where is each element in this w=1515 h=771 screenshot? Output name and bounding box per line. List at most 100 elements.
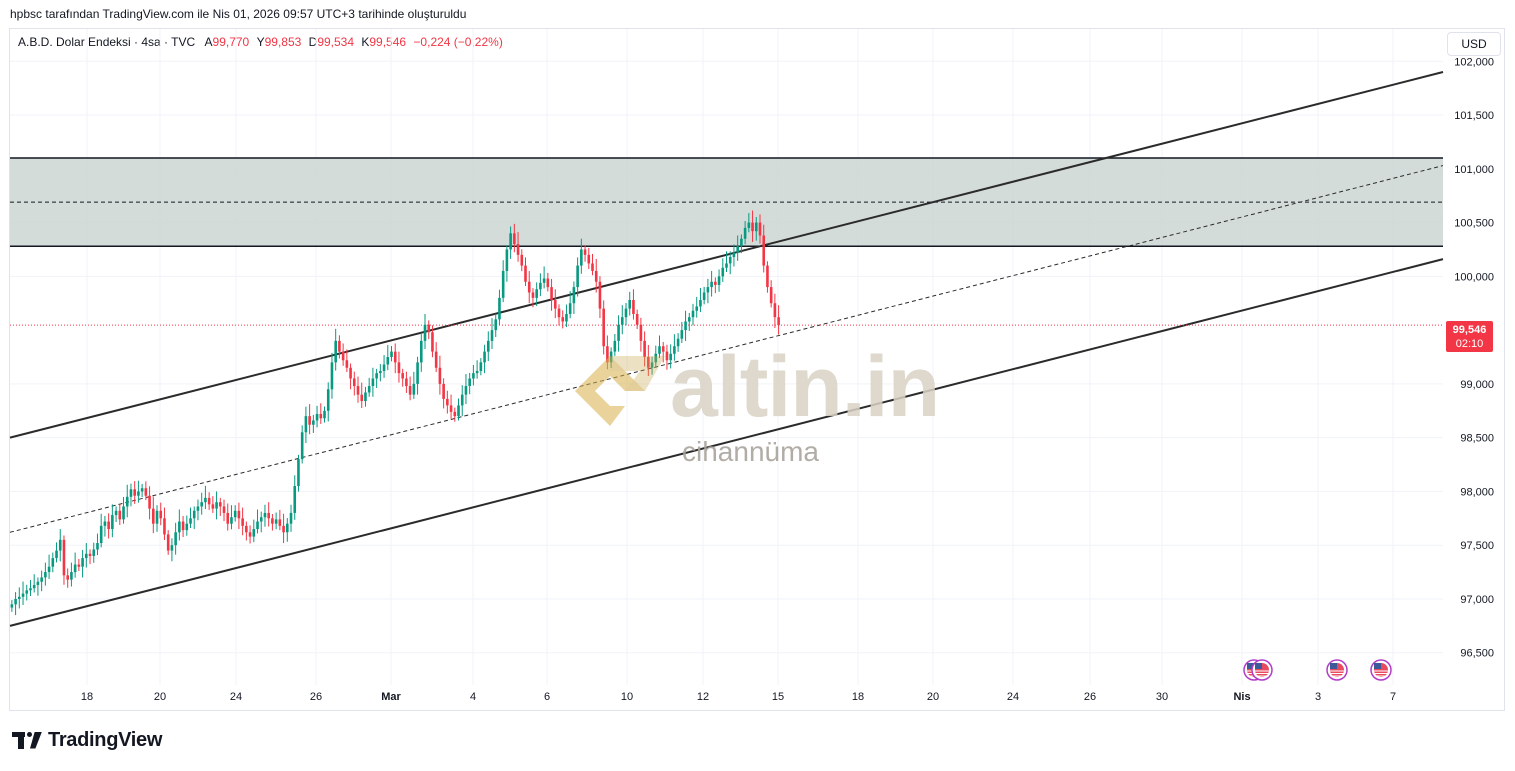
- candle-down: [356, 376, 360, 403]
- candle-body: [211, 504, 215, 509]
- tradingview-logo[interactable]: TradingView: [12, 729, 162, 752]
- candle-body: [375, 373, 378, 379]
- candle-down: [133, 481, 136, 504]
- y-tick-label: 102,000: [1454, 56, 1494, 68]
- candle-down: [62, 535, 66, 585]
- candle-body: [546, 278, 550, 288]
- bar-countdown: 02:10: [1455, 338, 1484, 350]
- candle-down: [769, 280, 773, 308]
- us-flag-event-icon: [1326, 659, 1348, 681]
- candle-up: [44, 562, 47, 586]
- candle-body: [676, 338, 680, 347]
- candle-up: [256, 509, 259, 534]
- chart-caption: hpbsc tarafından TradingView.com ile Nis…: [10, 7, 467, 21]
- candle-up: [274, 512, 278, 530]
- low-label: D: [308, 35, 318, 49]
- candle-body: [267, 512, 270, 519]
- candle-up: [717, 269, 721, 292]
- close-value: 99,546: [369, 35, 407, 49]
- candle-body: [330, 362, 334, 390]
- candle-up: [542, 266, 546, 289]
- candle-up: [620, 305, 624, 335]
- candle-up: [501, 260, 505, 303]
- candle-body: [140, 488, 144, 492]
- channel-lower-line: [9, 258, 1444, 627]
- candle-body: [620, 317, 624, 325]
- candle-body: [557, 308, 561, 318]
- candle-body: [609, 351, 613, 363]
- candle-down: [524, 257, 527, 287]
- candle-up: [196, 499, 200, 521]
- candle-up: [192, 506, 196, 530]
- candle-down: [349, 363, 352, 390]
- candle-body: [513, 233, 516, 245]
- candle-up: [18, 587, 21, 609]
- candle-down: [271, 514, 274, 531]
- us-flag-event-icon: [1251, 659, 1273, 681]
- candle-body: [129, 489, 133, 497]
- symbol-title[interactable]: A.B.D. Dolar Endeksi · 4sa · TVC: [18, 35, 196, 49]
- candle-up: [92, 542, 96, 563]
- x-tick-label: Mar: [381, 691, 401, 703]
- candle-up: [423, 313, 427, 350]
- candle-down: [553, 289, 557, 319]
- candle-body: [326, 389, 330, 411]
- candle-up: [725, 251, 728, 273]
- candle-down: [144, 481, 148, 501]
- y-tick-label: 98,000: [1460, 486, 1494, 498]
- candle-up: [51, 552, 55, 573]
- candle-body: [308, 416, 311, 425]
- open-value: 99,770: [212, 35, 250, 49]
- candle-down: [159, 502, 163, 526]
- candle-down: [665, 344, 669, 370]
- candle-body: [293, 486, 297, 513]
- tradingview-logo-icon: [12, 730, 42, 752]
- candle-up: [367, 377, 371, 397]
- candle-body: [114, 510, 118, 516]
- candle-up: [334, 328, 337, 371]
- candle-body: [434, 351, 438, 368]
- candle-down: [397, 351, 401, 383]
- candle-down: [352, 371, 356, 396]
- candle-body: [55, 550, 58, 559]
- channel-lines: [9, 71, 1444, 627]
- symbol-legend: A.B.D. Dolar Endeksi · 4sa · TVC A99,770…: [18, 35, 503, 49]
- candle-body: [714, 281, 717, 285]
- candle-down: [527, 270, 531, 304]
- candle-body: [728, 256, 732, 264]
- candle-body: [92, 549, 96, 556]
- y-tick-label: 97,500: [1460, 540, 1494, 552]
- x-tick-label: 7: [1390, 691, 1396, 703]
- candle-body: [494, 319, 498, 331]
- candle-down: [598, 276, 602, 319]
- candle-up: [494, 313, 498, 337]
- candle-body: [323, 410, 326, 419]
- candle-up: [617, 315, 620, 352]
- candle-up: [483, 344, 486, 374]
- candle-body: [635, 313, 639, 325]
- candle-up: [695, 296, 699, 318]
- candle-body: [617, 324, 620, 341]
- currency-button[interactable]: USD: [1447, 32, 1501, 56]
- candle-up: [137, 480, 140, 503]
- x-tick-label: 10: [621, 691, 633, 703]
- candle-up: [580, 238, 583, 274]
- candle-body: [315, 413, 319, 421]
- candle-down: [181, 515, 185, 538]
- x-tick-label: Nis: [1233, 691, 1250, 703]
- candle-up: [379, 364, 382, 382]
- candle-body: [460, 394, 464, 406]
- candle-body: [766, 265, 769, 288]
- candle-down: [714, 277, 717, 294]
- x-tick-label: 4: [470, 691, 476, 703]
- candle-up: [568, 291, 572, 319]
- candle-down: [632, 289, 635, 320]
- candle-down: [427, 320, 431, 340]
- candle-body: [319, 413, 323, 419]
- candle-down: [393, 343, 397, 374]
- last-price-value: 99,546: [1452, 324, 1487, 336]
- y-axis: 102,000 101,500 101,000 100,500 100,000 99,00…: [1454, 56, 1494, 659]
- candle-up: [114, 506, 118, 522]
- candle-down: [278, 509, 282, 531]
